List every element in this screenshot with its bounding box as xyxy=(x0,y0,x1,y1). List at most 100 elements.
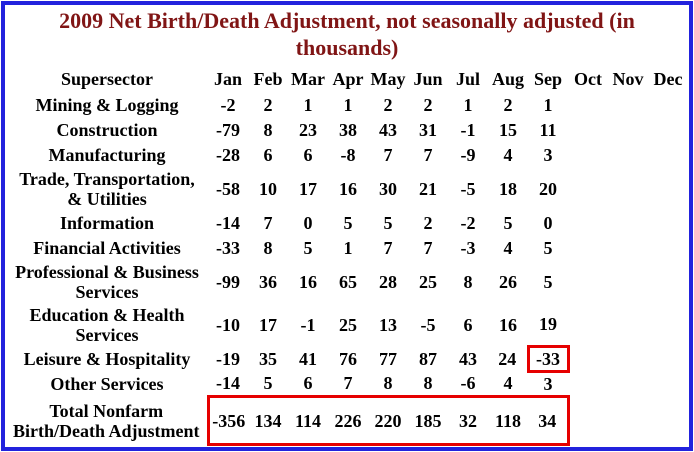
cell-aug: 26 xyxy=(499,272,517,293)
col-header-aug: Aug xyxy=(491,69,524,90)
table-row: Mining & Logging -2 2 1 1 2 2 1 2 1 xyxy=(6,93,688,118)
cell-feb: 10 xyxy=(259,179,277,200)
table-body: Mining & Logging -2 2 1 1 2 2 1 2 1 Construction -7… xyxy=(6,93,688,447)
cell-nov xyxy=(608,143,648,168)
cell-sep: 3 xyxy=(543,145,553,166)
col-header-jul: Jul xyxy=(455,69,480,90)
row-label: Information xyxy=(60,213,154,234)
cell-apr: 16 xyxy=(339,179,357,200)
cell-apr: 7 xyxy=(343,373,353,394)
cell-feb: 6 xyxy=(263,145,273,166)
cell-may: 43 xyxy=(379,120,397,141)
cell-dec xyxy=(648,168,688,211)
cell-jan: -14 xyxy=(216,373,240,394)
table-row: Trade, Transportation, & Utilities -58 10 1… xyxy=(6,168,688,211)
cell-apr: 76 xyxy=(339,349,357,370)
cell-may: 8 xyxy=(383,373,393,394)
cell-sep: 20 xyxy=(539,179,557,200)
cell-jun: 7 xyxy=(423,145,433,166)
cell-dec xyxy=(648,372,688,397)
cell-nov xyxy=(608,118,648,143)
cell-jul: -3 xyxy=(460,238,476,259)
header-row: Supersector Jan Feb Mar Apr May Jun Jul Aug Sep Oc… xyxy=(6,66,688,93)
table-head: Supersector Jan Feb Mar Apr May Jun Jul Aug Sep Oc… xyxy=(6,66,688,93)
cell-may: 220 xyxy=(368,395,408,447)
cell-jun: 2 xyxy=(423,95,433,116)
highlighted-cell: -33 xyxy=(526,345,570,374)
col-header-feb: Feb xyxy=(253,69,283,90)
row-label: Construction xyxy=(56,120,158,141)
cell-dec xyxy=(648,397,688,445)
cell-jul: -2 xyxy=(460,213,476,234)
cell-may: 77 xyxy=(379,349,397,370)
cell-nov xyxy=(608,236,648,261)
cell-dec xyxy=(648,347,688,372)
highlighted-total-row: Total Nonfarm Birth/Death Adjustment -356… xyxy=(6,395,688,447)
cell-oct xyxy=(568,118,608,143)
cell-feb: 17 xyxy=(259,315,277,336)
cell-jan: -99 xyxy=(216,272,240,293)
cell-jun: 21 xyxy=(419,179,437,200)
table-row: Information -14 7 0 5 5 2 -2 5 0 xyxy=(6,211,688,236)
cell-apr: 65 xyxy=(339,272,357,293)
cell-feb: 8 xyxy=(263,238,273,259)
cell-jul: 1 xyxy=(463,95,473,116)
cell-apr: 1 xyxy=(343,238,353,259)
col-header-may: May xyxy=(370,69,406,90)
cell-apr: 38 xyxy=(339,120,357,141)
row-label: Financial Activities xyxy=(33,238,181,259)
cell-dec xyxy=(648,236,688,261)
row-label: Trade, Transportation, & Utilities xyxy=(19,169,195,210)
cell-jul: -6 xyxy=(460,373,476,394)
cell-dec xyxy=(648,118,688,143)
row-label: Leisure & Hospitality xyxy=(23,349,191,370)
cell-jan: -14 xyxy=(216,213,240,234)
cell-sep: 3 xyxy=(543,374,553,395)
cell-nov xyxy=(608,93,648,118)
cell-may: 5 xyxy=(383,213,393,234)
row-label: Other Services xyxy=(50,374,164,395)
cell-jan: -79 xyxy=(216,120,240,141)
cell-aug: 4 xyxy=(503,238,513,259)
cell-nov xyxy=(608,168,648,211)
cell-aug: 118 xyxy=(488,395,528,447)
cell-mar: 41 xyxy=(299,349,317,370)
cell-apr: 5 xyxy=(343,213,353,234)
cell-oct xyxy=(568,304,608,347)
cell-mar: 6 xyxy=(303,145,313,166)
cell-jun: 185 xyxy=(408,395,448,447)
cell-mar: 16 xyxy=(299,272,317,293)
cell-feb: 36 xyxy=(259,272,277,293)
cell-sep: 1 xyxy=(543,95,553,116)
table-row: Manufacturing -28 6 6 -8 7 7 -9 4 3 xyxy=(6,143,688,168)
cell-feb: 134 xyxy=(248,395,288,447)
cell-jul: -1 xyxy=(460,120,476,141)
table-row: Other Services -14 5 6 7 8 8 -6 4 3 xyxy=(6,372,688,397)
cell-jul: -5 xyxy=(460,179,476,200)
row-label: Total Nonfarm Birth/Death Adjustment xyxy=(12,400,200,441)
page-title: 2009 Net Birth/Death Adjustment, not sea… xyxy=(59,8,635,60)
col-header-apr: Apr xyxy=(332,69,364,90)
col-header-nov: Nov xyxy=(612,69,644,90)
cell-may: 2 xyxy=(383,95,393,116)
cell-dec xyxy=(648,93,688,118)
cell-jun: -5 xyxy=(420,315,436,336)
cell-apr: 25 xyxy=(339,315,357,336)
cell-dec xyxy=(648,261,688,304)
adjustment-table: Supersector Jan Feb Mar Apr May Jun Jul Aug Sep Oc… xyxy=(6,66,688,447)
cell-jun: 31 xyxy=(419,120,437,141)
cell-nov xyxy=(608,304,648,347)
cell-jul: 43 xyxy=(459,349,477,370)
cell-aug: 15 xyxy=(499,120,517,141)
cell-mar: 6 xyxy=(303,373,313,394)
table-row: Leisure & Hospitality -19 35 41 76 77 87 43 24 -3… xyxy=(6,345,688,374)
cell-jan: -58 xyxy=(216,179,240,200)
cell-feb: 35 xyxy=(259,349,277,370)
cell-oct xyxy=(568,168,608,211)
cell-jan: -33 xyxy=(216,238,240,259)
cell-mar: 0 xyxy=(303,213,313,234)
cell-mar: 5 xyxy=(303,238,313,259)
cell-jun: 87 xyxy=(419,349,437,370)
cell-jun: 7 xyxy=(423,238,433,259)
row-label: Education & Health Services xyxy=(29,305,185,346)
